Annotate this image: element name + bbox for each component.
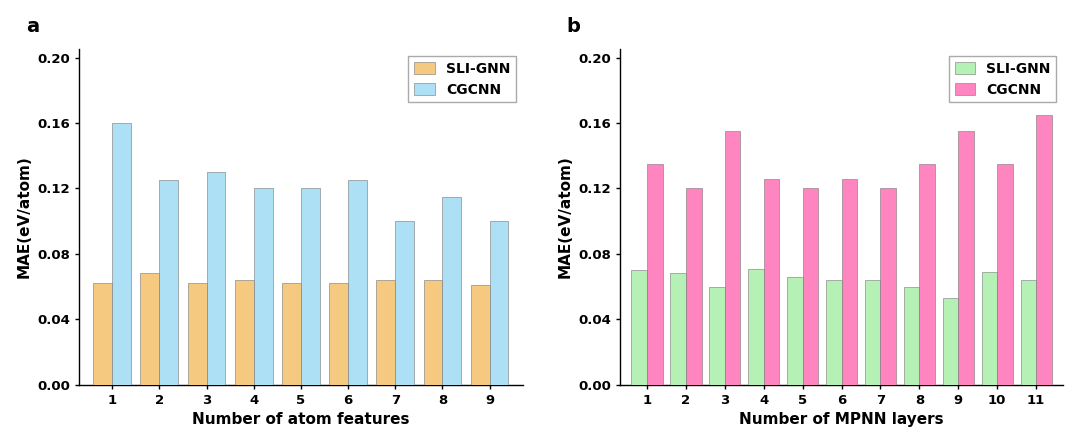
Bar: [1036, 115, 1052, 385]
Bar: [710, 286, 725, 385]
Bar: [787, 277, 802, 385]
Text: b: b: [567, 17, 580, 36]
Text: a: a: [26, 17, 39, 36]
Bar: [348, 180, 367, 385]
Bar: [764, 178, 780, 385]
Bar: [234, 280, 254, 385]
Bar: [904, 286, 919, 385]
Bar: [880, 188, 896, 385]
Bar: [632, 270, 647, 385]
Y-axis label: MAE(eV/atom): MAE(eV/atom): [16, 156, 31, 278]
Bar: [997, 164, 1013, 385]
Bar: [748, 269, 764, 385]
Bar: [188, 283, 206, 385]
Bar: [958, 131, 974, 385]
Bar: [254, 188, 272, 385]
Bar: [982, 272, 997, 385]
Bar: [919, 164, 935, 385]
Bar: [376, 280, 395, 385]
Bar: [826, 280, 841, 385]
X-axis label: Number of atom features: Number of atom features: [192, 412, 409, 427]
Bar: [725, 131, 741, 385]
Bar: [112, 123, 131, 385]
Bar: [671, 274, 686, 385]
Bar: [865, 280, 880, 385]
Y-axis label: MAE(eV/atom): MAE(eV/atom): [557, 156, 572, 278]
Bar: [686, 188, 702, 385]
Bar: [282, 283, 301, 385]
Bar: [471, 285, 489, 385]
Bar: [802, 188, 819, 385]
Bar: [395, 221, 414, 385]
Bar: [443, 197, 461, 385]
Bar: [841, 178, 858, 385]
Bar: [1021, 280, 1036, 385]
Bar: [301, 188, 320, 385]
Legend: SLI-GNN, CGCNN: SLI-GNN, CGCNN: [408, 56, 515, 102]
X-axis label: Number of MPNN layers: Number of MPNN layers: [740, 412, 944, 427]
Bar: [647, 164, 663, 385]
Legend: SLI-GNN, CGCNN: SLI-GNN, CGCNN: [949, 56, 1056, 102]
Bar: [140, 274, 160, 385]
Bar: [423, 280, 443, 385]
Bar: [160, 180, 178, 385]
Bar: [93, 283, 112, 385]
Bar: [329, 283, 348, 385]
Bar: [943, 298, 958, 385]
Bar: [206, 172, 226, 385]
Bar: [489, 221, 509, 385]
